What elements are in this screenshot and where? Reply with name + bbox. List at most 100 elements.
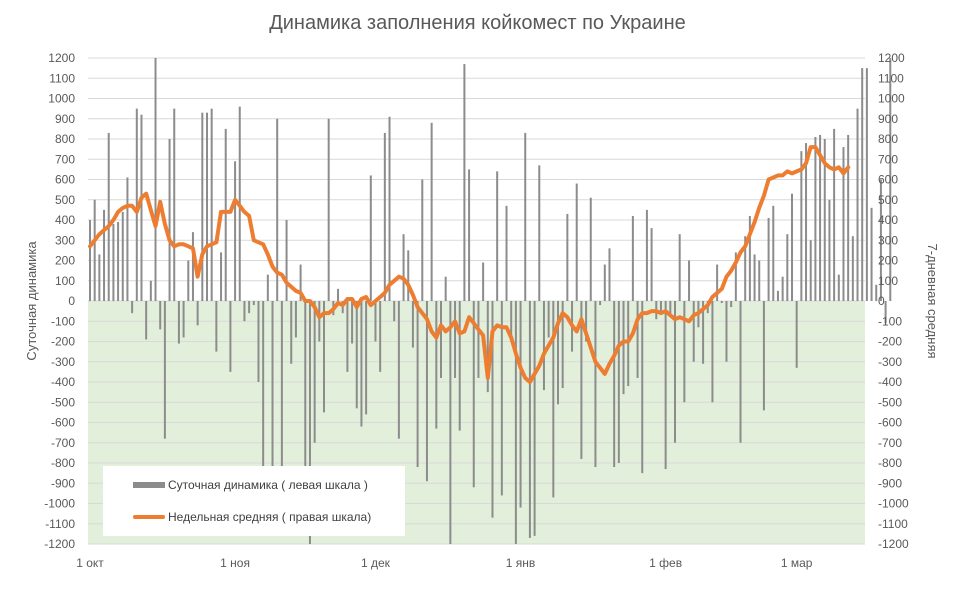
daily-bar xyxy=(828,199,831,301)
right-tick-label: -600 xyxy=(878,416,902,430)
legend-bar-swatch xyxy=(133,482,165,488)
daily-bar xyxy=(711,301,714,403)
daily-bar xyxy=(514,301,517,544)
weekly-average-line xyxy=(88,145,851,384)
daily-bar xyxy=(552,301,555,498)
daily-bar xyxy=(538,165,541,301)
daily-bar xyxy=(149,280,152,301)
left-tick-label: -700 xyxy=(51,436,75,450)
daily-bar xyxy=(411,301,414,348)
daily-bar xyxy=(299,264,302,301)
daily-bar xyxy=(388,116,391,301)
x-tick-label: 1 дек xyxy=(361,556,391,570)
daily-bar xyxy=(271,301,274,496)
daily-bar xyxy=(215,301,218,352)
daily-bar xyxy=(861,68,864,301)
daily-bar xyxy=(290,301,293,364)
daily-bar xyxy=(748,215,751,301)
daily-bar xyxy=(510,301,513,342)
daily-bar xyxy=(252,301,255,306)
daily-bar xyxy=(435,301,438,429)
daily-bar xyxy=(285,220,288,301)
daily-bar xyxy=(444,276,447,301)
daily-bar xyxy=(383,132,386,301)
daily-bar xyxy=(683,301,686,403)
left-tick-label: 0 xyxy=(68,294,75,308)
daily-bar xyxy=(823,139,826,301)
daily-bar xyxy=(173,108,176,301)
daily-bar xyxy=(669,301,672,316)
left-tick-label: -100 xyxy=(51,314,75,328)
daily-bar xyxy=(889,58,892,301)
left-tick-label: 400 xyxy=(55,213,75,227)
daily-bar xyxy=(196,301,199,326)
daily-bar xyxy=(323,301,325,413)
daily-bar xyxy=(580,301,583,459)
daily-bar xyxy=(599,301,602,306)
daily-bar xyxy=(809,240,812,301)
daily-bar xyxy=(313,301,316,443)
daily-bar xyxy=(528,301,531,538)
daily-bar xyxy=(631,215,634,301)
daily-bar xyxy=(294,301,297,338)
daily-bar xyxy=(566,213,569,301)
daily-bar xyxy=(524,132,527,301)
daily-bar xyxy=(664,301,667,470)
left-tick-label: -900 xyxy=(51,476,75,490)
weekly-average-series-line xyxy=(88,145,851,384)
daily-bar xyxy=(795,301,798,368)
left-tick-label: -1100 xyxy=(45,517,75,531)
daily-bar xyxy=(145,301,148,340)
daily-bar xyxy=(617,301,620,463)
daily-bar xyxy=(248,301,251,314)
daily-bar xyxy=(879,179,882,301)
daily-bar xyxy=(402,234,405,301)
right-tick-label: -200 xyxy=(878,335,902,349)
daily-bar xyxy=(135,108,138,301)
daily-bar xyxy=(89,220,91,301)
daily-bars xyxy=(89,58,892,544)
daily-bar xyxy=(407,250,410,301)
daily-bar xyxy=(318,301,321,342)
left-tick-label: 1100 xyxy=(49,71,75,85)
daily-bar xyxy=(280,301,283,504)
daily-bar xyxy=(257,301,260,382)
daily-bar xyxy=(163,301,166,439)
daily-bar xyxy=(739,301,742,443)
right-axis-title: 7-дневная средняя xyxy=(925,243,940,358)
legend: Суточная динамика ( левая шкала ) Недель… xyxy=(103,466,405,536)
daily-bar xyxy=(449,301,452,544)
daily-bar xyxy=(791,193,793,301)
daily-bar xyxy=(327,118,330,301)
daily-bar xyxy=(266,274,269,301)
x-tick-label: 1 окт xyxy=(76,556,104,570)
right-tick-label: 400 xyxy=(878,213,898,227)
daily-bar xyxy=(472,301,475,488)
daily-bar xyxy=(468,169,471,301)
daily-bar xyxy=(187,260,190,301)
right-tick-label: -300 xyxy=(878,355,902,369)
daily-bar xyxy=(477,301,480,378)
daily-bar xyxy=(154,58,157,301)
daily-bar xyxy=(659,301,662,314)
daily-bar xyxy=(730,301,733,308)
daily-bar xyxy=(463,64,466,301)
daily-bar xyxy=(206,112,208,301)
daily-bar xyxy=(140,114,143,301)
daily-bar xyxy=(547,301,550,338)
daily-bar xyxy=(603,264,606,301)
daily-bar xyxy=(379,301,382,372)
right-tick-label: -700 xyxy=(878,436,902,450)
legend-item-weekly: Недельная средняя ( правая шкала) xyxy=(133,510,371,524)
daily-bar xyxy=(767,217,770,301)
legend-item-daily: Суточная динамика ( левая шкала ) xyxy=(133,478,368,492)
daily-bar xyxy=(819,134,822,301)
daily-bar xyxy=(360,301,363,427)
daily-bar xyxy=(276,118,279,301)
daily-bar xyxy=(688,260,691,301)
daily-bar xyxy=(505,205,508,301)
daily-bar xyxy=(627,301,630,387)
daily-bar xyxy=(762,301,765,411)
daily-bar xyxy=(421,179,424,301)
daily-bar xyxy=(678,234,681,301)
